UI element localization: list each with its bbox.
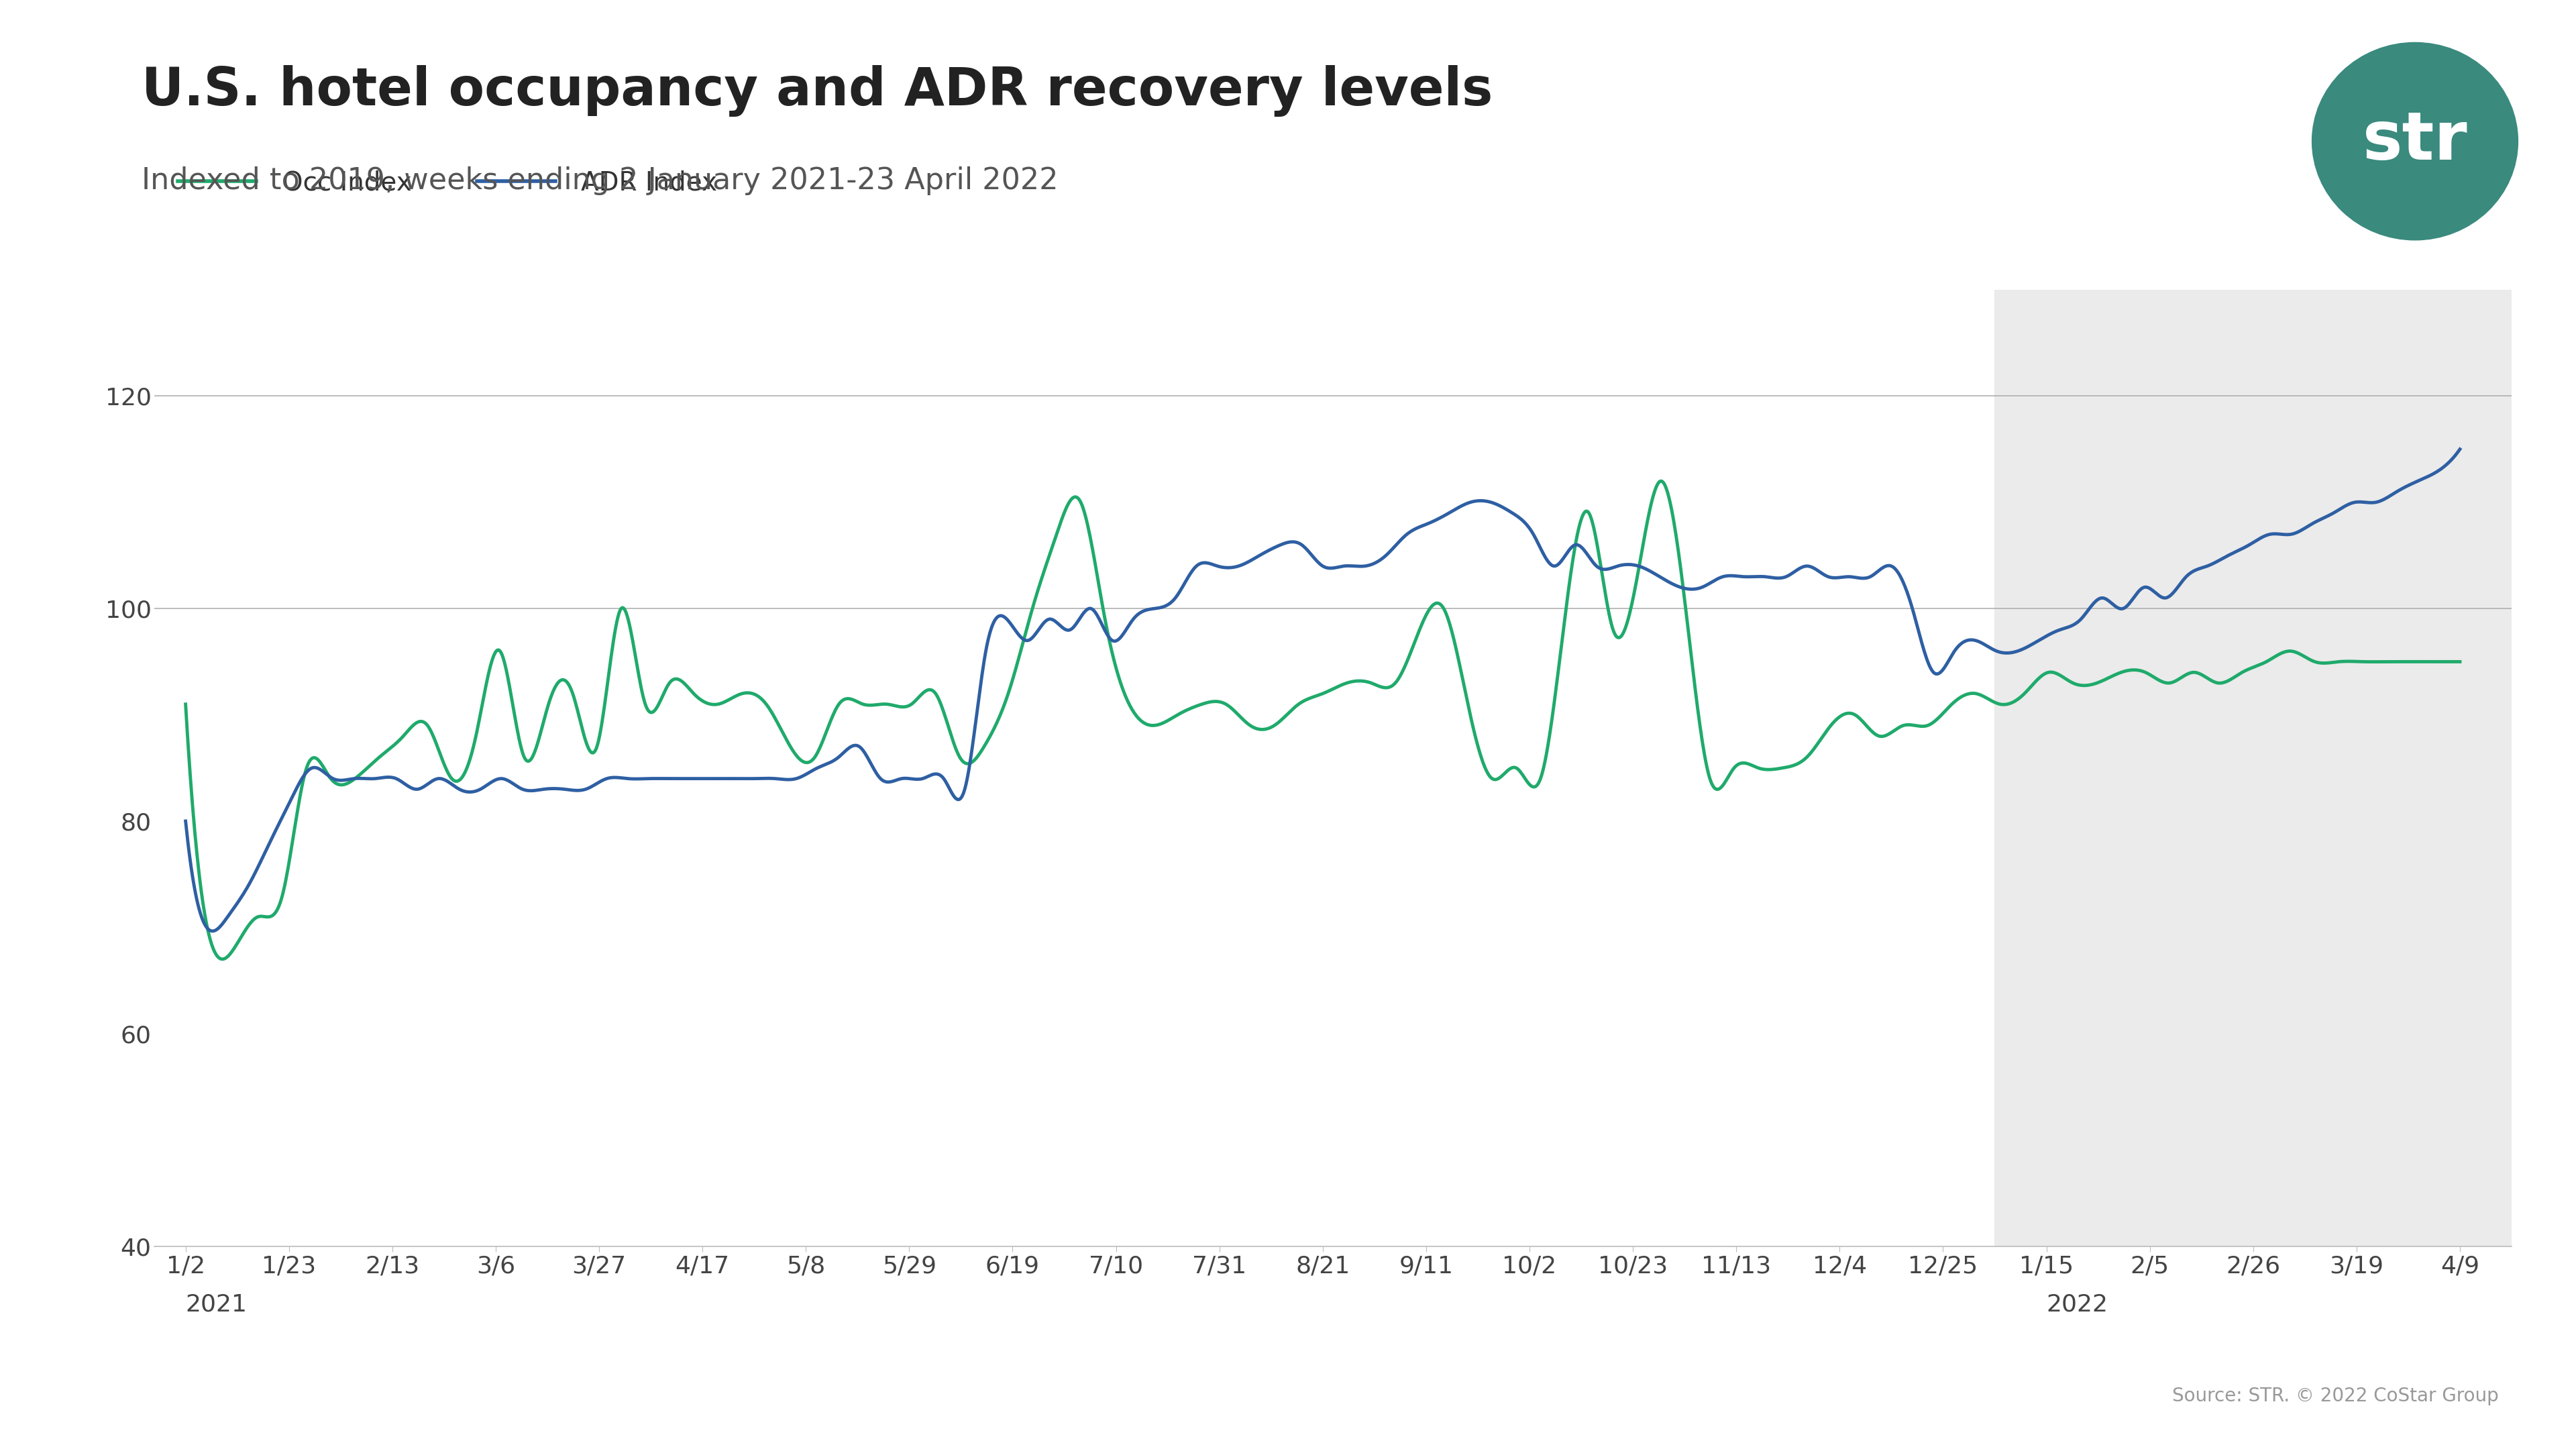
ADR Index [289,768,319,785]
Occ Index [1216,700,1247,717]
Occ Index [1278,700,1309,717]
ADR Index [1216,559,1247,577]
ADR Index [198,923,229,940]
Legend: Occ Index, ADR Index: Occ Index, ADR Index [167,159,729,206]
Text: U.S. hotel occupancy and ADR recovery levels: U.S. hotel occupancy and ADR recovery le… [142,65,1494,117]
Bar [1994,290,2512,1246]
ADR Index [1278,533,1309,551]
Occ Index [2445,653,2476,671]
Text: 2021: 2021 [185,1294,247,1316]
Line: ADR Index: ADR Index [185,449,2460,932]
Text: str: str [2362,109,2468,174]
ADR Index [170,813,201,830]
Occ Index [1963,685,1994,703]
Occ Index [2380,653,2411,671]
Text: Source: STR. © 2022 CoStar Group: Source: STR. © 2022 CoStar Group [2172,1387,2499,1406]
ADR Index [2445,440,2476,458]
Line: Occ Index: Occ Index [185,481,2460,959]
Occ Index [2380,653,2411,671]
Occ Index [289,774,319,791]
Occ Index [1646,472,1677,490]
Text: 2022: 2022 [2045,1294,2107,1316]
ADR Index [1963,632,1994,649]
Occ Index [206,951,237,968]
ADR Index [2378,485,2409,503]
Circle shape [2313,42,2517,241]
Occ Index [170,696,201,713]
Text: Indexed to 2019, weeks ending 2 January 2021-23 April 2022: Indexed to 2019, weeks ending 2 January … [142,167,1059,196]
ADR Index [2380,484,2411,501]
